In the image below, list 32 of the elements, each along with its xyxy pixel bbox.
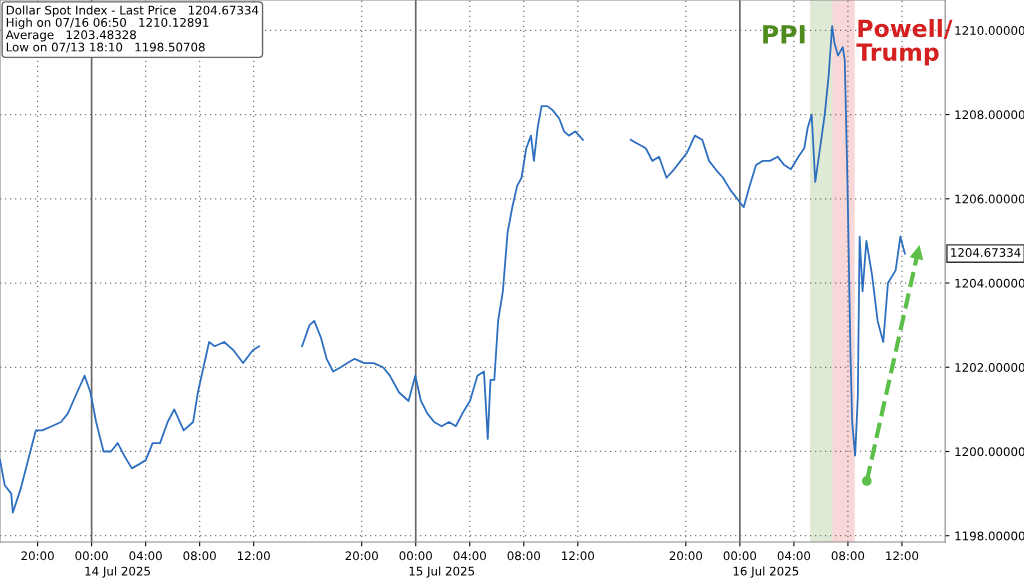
x-tick-label: 20:00 [21,551,54,561]
x-tick-label: 00:00 [723,551,757,561]
annotation: Low on 07/13 18:10 1198.50708 [6,42,205,53]
x-tick-label: 00:00 [75,551,108,561]
x-tick-label: 04:00 [129,551,162,561]
band-label: PPI [763,25,805,44]
y-tick-label: 1206.00000 [955,194,1024,204]
x-tick-label: 00:00 [399,551,432,561]
annotation: Average 1203.48328 [5,30,136,42]
text: 16 Jul 2025 [733,566,799,578]
x-tick-label: 04:00 [453,551,486,561]
x-tick-label: 08:00 [507,551,541,561]
text: 15 Jul 2025 [409,566,475,578]
y-tick-label: 1204.00000 [955,278,1024,288]
annotation: Dollar Spot Index - Last Price 1204.67334 [6,5,259,17]
x-tick-label: 12:00 [562,551,595,561]
y-tick-label: 1210.00000 [955,26,1024,35]
x-tick-label: 08:00 [831,551,865,561]
x-tick-label: 20:00 [669,551,703,561]
x-tick-label: 12:00 [886,551,919,561]
y-tick-label: 1200.00000 [955,447,1024,457]
x-tick-label: 12:00 [237,551,270,561]
x-tick-label: 20:00 [345,551,378,561]
x-tick-label: 04:00 [777,551,811,561]
text: 1204.67334 [951,248,1021,257]
text: 14 Jul 2025 [85,566,150,578]
annotation: High on 07/16 06:50 1210.12891 [6,17,209,30]
y-tick-label: 1202.00000 [955,362,1024,372]
x-tick-label: 08:00 [183,551,216,561]
y-tick-label: 1208.00000 [955,110,1024,120]
band-label: Powell/ Trump [856,18,953,66]
y-tick-label: 1198.00000 [955,531,1024,541]
